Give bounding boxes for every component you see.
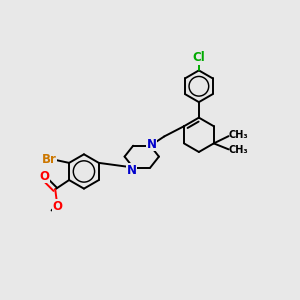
Text: CH₃: CH₃: [228, 145, 248, 155]
Text: O: O: [39, 169, 49, 183]
Text: Cl: Cl: [193, 51, 205, 64]
Text: N: N: [147, 138, 157, 151]
Text: CH₃: CH₃: [228, 130, 248, 140]
Text: Br: Br: [42, 153, 57, 167]
Text: O: O: [53, 200, 63, 213]
Text: N: N: [127, 164, 137, 177]
